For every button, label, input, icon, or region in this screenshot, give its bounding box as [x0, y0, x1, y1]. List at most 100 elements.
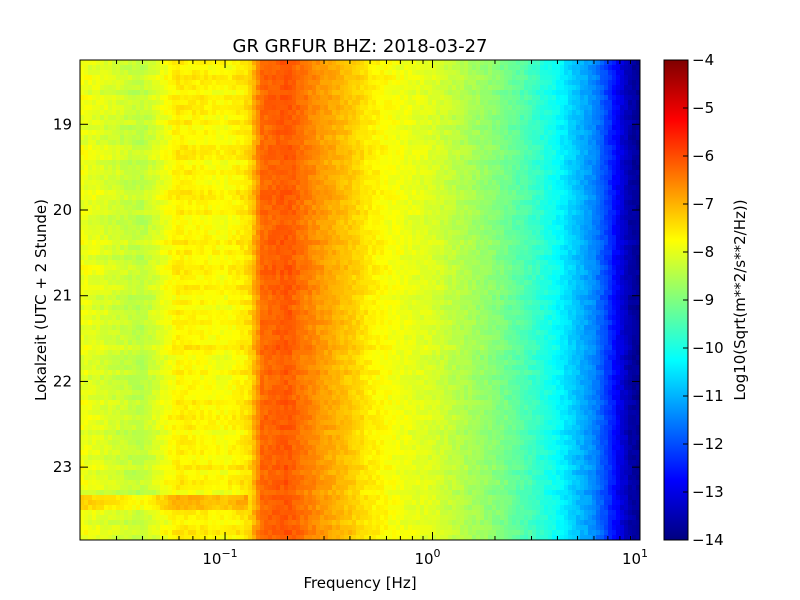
heatmap-cell: [272, 195, 277, 201]
heatmap-cell: [304, 65, 309, 71]
heatmap-cell: [240, 70, 245, 76]
heatmap-cell: [80, 210, 85, 216]
heatmap-cell: [328, 130, 333, 136]
heatmap-cell: [612, 150, 617, 156]
heatmap-cell: [80, 155, 85, 161]
heatmap-cell: [140, 75, 145, 81]
heatmap-cell: [332, 85, 337, 91]
heatmap-cell: [432, 190, 437, 196]
heatmap-cell: [192, 135, 197, 141]
heatmap-cell: [544, 225, 549, 231]
heatmap-cell: [528, 135, 533, 141]
heatmap-cell: [532, 110, 537, 116]
heatmap-cell: [140, 195, 145, 201]
heatmap-cell: [328, 200, 333, 206]
heatmap-cell: [136, 185, 141, 191]
heatmap-cell: [104, 235, 109, 241]
heatmap-cell: [236, 155, 241, 161]
heatmap-cell: [368, 145, 373, 151]
heatmap-cell: [604, 200, 609, 206]
heatmap-cell: [348, 205, 353, 211]
heatmap-cell: [212, 85, 217, 91]
heatmap-cell: [596, 60, 601, 66]
heatmap-cell: [208, 110, 213, 116]
heatmap-cell: [156, 205, 161, 211]
heatmap-cell: [120, 80, 125, 86]
heatmap-cell: [384, 105, 389, 111]
heatmap-cell: [412, 125, 417, 131]
heatmap-cell: [160, 120, 165, 126]
heatmap-cell: [432, 220, 437, 226]
heatmap-cell: [368, 195, 373, 201]
heatmap-cell: [332, 190, 337, 196]
heatmap-cell: [464, 75, 469, 81]
heatmap-cell: [556, 70, 561, 76]
heatmap-cell: [320, 205, 325, 211]
heatmap-cell: [528, 185, 533, 191]
heatmap-cell: [124, 170, 129, 176]
heatmap-cell: [192, 145, 197, 151]
heatmap-cell: [220, 100, 225, 106]
heatmap-cell: [572, 200, 577, 206]
heatmap-cell: [476, 80, 481, 86]
heatmap-cell: [292, 130, 297, 136]
heatmap-cell: [320, 95, 325, 101]
heatmap-cell: [444, 85, 449, 91]
heatmap-cell: [276, 90, 281, 96]
heatmap-cell: [316, 70, 321, 76]
heatmap-cell: [524, 115, 529, 121]
heatmap-cell: [580, 120, 585, 126]
heatmap-cell: [616, 90, 621, 96]
heatmap-cell: [80, 85, 85, 91]
heatmap-cell: [636, 215, 640, 221]
heatmap-cell: [548, 135, 553, 141]
heatmap-cell: [416, 135, 421, 141]
heatmap-cell: [564, 205, 569, 211]
heatmap-cell: [528, 155, 533, 161]
heatmap-cell: [260, 195, 265, 201]
heatmap-cell: [448, 160, 453, 166]
heatmap-cell: [312, 225, 317, 231]
heatmap-cell: [548, 130, 553, 136]
heatmap-cell: [108, 225, 113, 231]
heatmap-cell: [200, 100, 205, 106]
heatmap-cell: [200, 215, 205, 221]
heatmap-cell: [312, 100, 317, 106]
heatmap-cell: [256, 180, 261, 186]
heatmap-cell: [104, 210, 109, 216]
heatmap-cell: [524, 100, 529, 106]
heatmap-cell: [360, 210, 365, 216]
heatmap-cell: [384, 180, 389, 186]
heatmap-cell: [164, 180, 169, 186]
heatmap-cell: [376, 225, 381, 231]
heatmap-cell: [600, 100, 605, 106]
heatmap-cell: [332, 230, 337, 236]
heatmap-cell: [520, 160, 525, 166]
heatmap-cell: [516, 205, 521, 211]
heatmap-cell: [180, 205, 185, 211]
heatmap-cell: [544, 195, 549, 201]
heatmap-cell: [572, 145, 577, 151]
heatmap-cell: [424, 80, 429, 86]
heatmap-cell: [256, 135, 261, 141]
heatmap-cell: [548, 90, 553, 96]
heatmap-cell: [452, 115, 457, 121]
heatmap-cell: [448, 225, 453, 231]
heatmap-cell: [152, 175, 157, 181]
heatmap-cell: [408, 130, 413, 136]
heatmap-cell: [256, 155, 261, 161]
heatmap-cell: [360, 130, 365, 136]
heatmap-cell: [304, 210, 309, 216]
heatmap-cell: [300, 155, 305, 161]
heatmap-cell: [240, 60, 245, 66]
heatmap-cell: [632, 155, 637, 161]
heatmap-cell: [108, 210, 113, 216]
heatmap-cell: [216, 175, 221, 181]
heatmap-cell: [172, 115, 177, 121]
heatmap-cell: [240, 120, 245, 126]
heatmap-cell: [232, 225, 237, 231]
heatmap-cell: [244, 230, 249, 236]
heatmap-cell: [212, 205, 217, 211]
heatmap-cell: [336, 205, 341, 211]
heatmap-cell: [344, 150, 349, 156]
